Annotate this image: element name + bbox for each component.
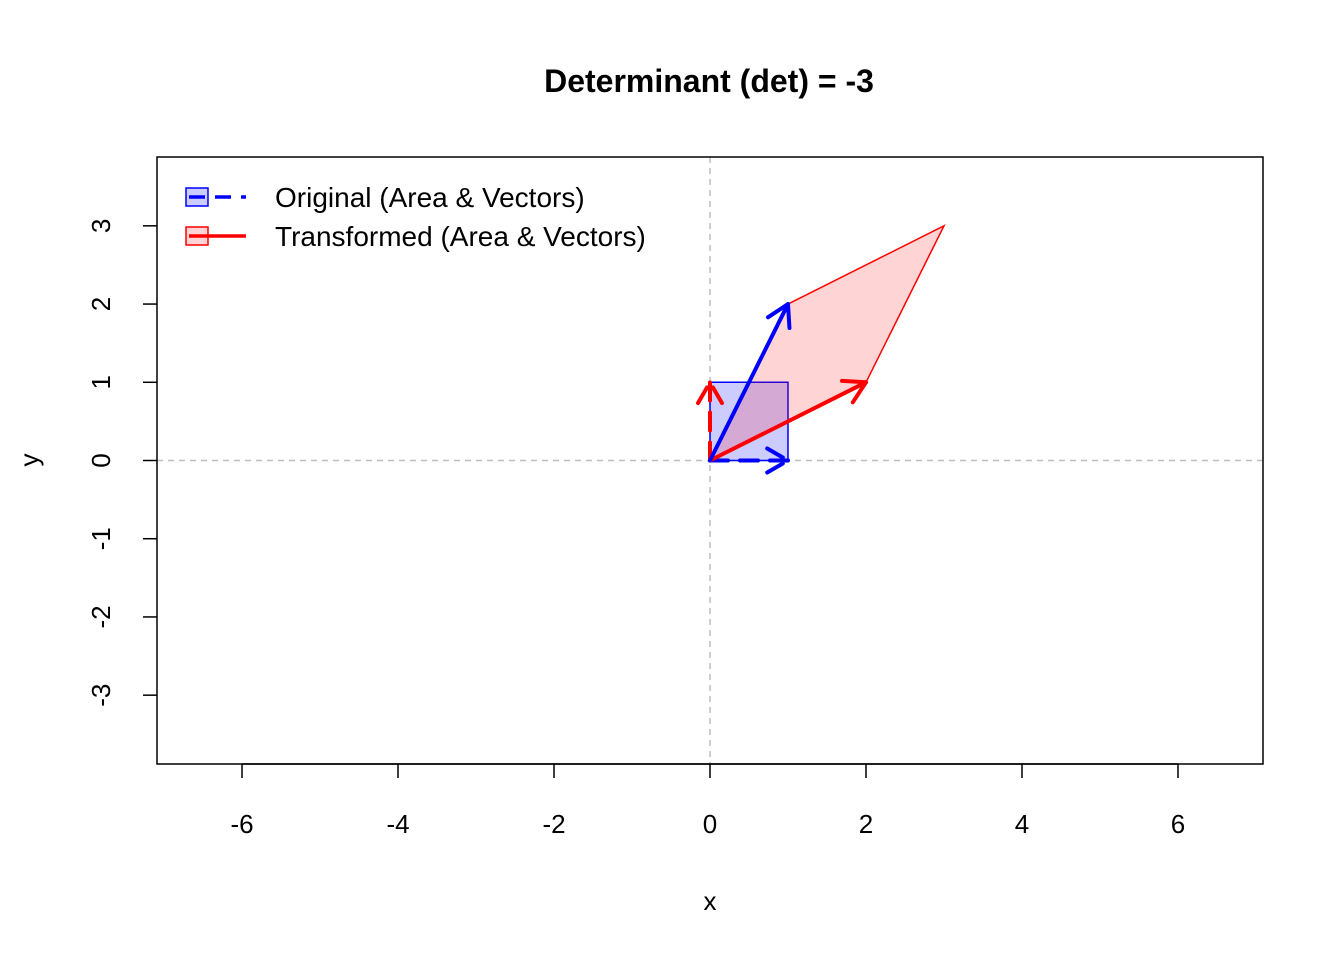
x-tick-label: 2 [859,809,873,839]
y-axis-label: y [14,454,44,467]
x-tick-label: 0 [703,809,717,839]
vectors [696,302,868,475]
y-axis: -3 -2 -1 0 1 2 3 [86,219,157,707]
y-tick-label: 0 [86,453,116,467]
legend-entry: Transformed (Area & Vectors) [185,221,646,252]
original-area [709,381,789,462]
areas [708,224,946,463]
x-tick-label: -6 [230,809,253,839]
legend-label: Transformed (Area & Vectors) [275,221,646,252]
chart-title: Determinant (det) = -3 [544,63,874,99]
vector-original-i [708,446,790,475]
x-tick-label: -2 [542,809,565,839]
vector-transformed-j [708,302,792,463]
y-tick-label: 3 [86,219,116,233]
x-tick-label: 4 [1015,809,1029,839]
y-tick-label: -1 [86,527,116,550]
y-tick-label: -3 [86,684,116,707]
vector-transformed-i [708,378,868,463]
y-tick-label: 1 [86,375,116,389]
transformed-area [708,224,946,463]
x-axis-label: x [704,886,717,916]
legend: Original (Area & Vectors) Transformed (Ar… [185,182,646,252]
x-tick-label: 6 [1171,809,1185,839]
x-axis: -6 -4 -2 0 2 4 6 [230,763,1185,839]
vector-original-j [696,380,724,463]
y-tick-label: 2 [86,297,116,311]
legend-label: Original (Area & Vectors) [275,182,585,213]
legend-entry: Original (Area & Vectors) [185,182,585,213]
x-tick-label: -4 [386,809,409,839]
y-tick-label: -2 [86,605,116,628]
